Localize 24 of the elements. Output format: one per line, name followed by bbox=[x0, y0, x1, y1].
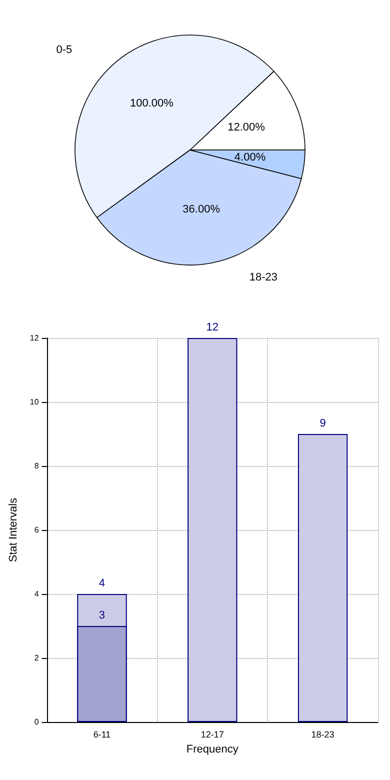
y-tick-label: 8 bbox=[34, 462, 40, 470]
slice-label: 18-23 bbox=[249, 272, 278, 284]
y-axis-title: Stat Intervals bbox=[8, 497, 20, 562]
y-tick-label: 10 bbox=[30, 398, 40, 406]
data-label: 36.00% bbox=[182, 203, 220, 216]
y-tick-label: 0 bbox=[34, 718, 40, 726]
x-tick-label: 12-17 bbox=[200, 730, 224, 740]
slice-label: 0-5 bbox=[56, 44, 72, 56]
data-label: 12 bbox=[206, 322, 219, 334]
data-label: 3 bbox=[98, 610, 106, 622]
data-label: 4 bbox=[98, 578, 106, 590]
x-tick-label: 18-23 bbox=[311, 730, 334, 740]
data-label: 9 bbox=[320, 418, 326, 430]
x-tick-label: 6-11 bbox=[93, 730, 111, 740]
y-tick-label: 12 bbox=[30, 334, 40, 342]
text: 100.00% bbox=[130, 98, 174, 110]
y-tick-label: 6 bbox=[34, 526, 40, 534]
x-axis-title: Frequency bbox=[186, 744, 239, 756]
data-label: 12.00% bbox=[228, 122, 266, 134]
bar bbox=[298, 434, 348, 722]
data-label: 4.00% bbox=[234, 152, 266, 164]
bar bbox=[188, 338, 238, 722]
y-tick-label: 2 bbox=[34, 654, 40, 662]
y-tick-label: 4 bbox=[34, 590, 40, 598]
